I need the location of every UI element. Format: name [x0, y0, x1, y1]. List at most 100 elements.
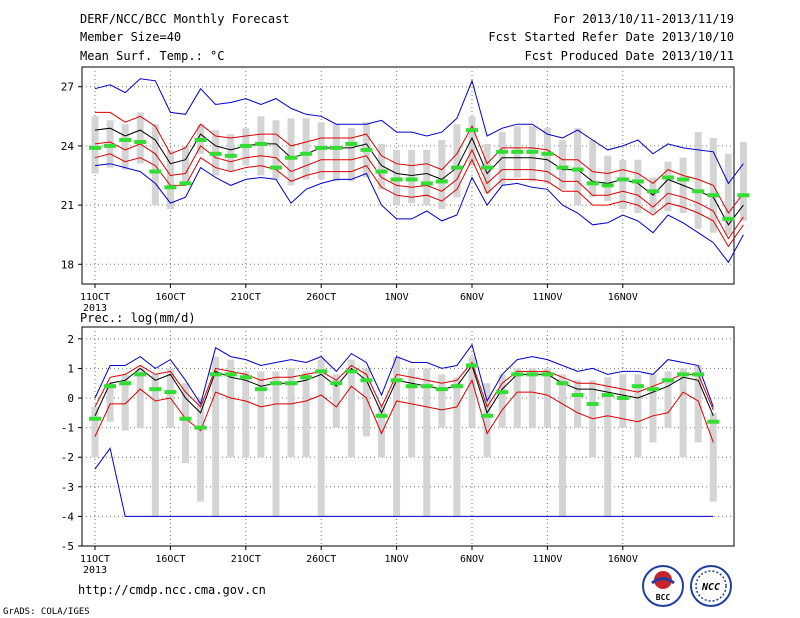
- spread-box: [664, 161, 672, 212]
- observation-marker: [616, 396, 629, 401]
- temperature-boxes: [91, 112, 747, 235]
- spread-box: [181, 145, 189, 182]
- spread-box: [604, 377, 612, 517]
- x-tick-label: 1NOV: [385, 292, 409, 303]
- observation-marker: [466, 128, 478, 133]
- spread-box: [121, 374, 129, 431]
- spread-box: [468, 356, 476, 428]
- spread-box: [574, 380, 582, 428]
- observation-marker: [360, 378, 373, 383]
- observation-marker: [345, 369, 358, 374]
- observation-marker: [149, 169, 162, 174]
- spread-box: [634, 159, 642, 213]
- spread-box: [649, 374, 657, 443]
- spread-box: [543, 368, 551, 428]
- observation-marker: [662, 175, 675, 180]
- observation-marker: [571, 393, 584, 398]
- observation-marker: [707, 193, 720, 198]
- observation-marker: [601, 183, 614, 188]
- grads-credit: GrADS: COLA/IGES: [3, 607, 90, 617]
- y-tick-label: -1: [61, 422, 74, 435]
- spread-box: [362, 368, 370, 437]
- header-right-start: Fcst Started Refer Date 2013/10/10: [488, 30, 734, 44]
- temperature-markers: [89, 128, 750, 221]
- ensemble-mean-line: [94, 364, 714, 417]
- observation-marker: [134, 372, 147, 377]
- spread-upper-line: [94, 361, 714, 411]
- observation-marker: [239, 375, 252, 380]
- spread-box: [302, 371, 310, 458]
- observation-marker: [194, 137, 207, 142]
- observation-marker: [285, 155, 298, 160]
- observation-marker: [586, 181, 599, 186]
- observation-marker: [541, 151, 554, 156]
- spread-box: [166, 149, 174, 210]
- spread-box: [619, 159, 627, 210]
- observation-marker: [119, 137, 132, 142]
- temperature-panel: 18 21 24 27 11OCT 16OCT 21OCT 26OCT 1NOV 6NOV 11N…: [61, 66, 750, 314]
- spread-box: [453, 124, 461, 198]
- observation-marker: [526, 149, 539, 154]
- observation-marker: [707, 419, 720, 424]
- observation-marker: [179, 416, 192, 421]
- spread-lower2-line: [94, 153, 744, 248]
- observation-marker: [631, 384, 644, 389]
- envelope-lower-line: [94, 447, 714, 517]
- y-tick-label: 0: [67, 392, 74, 405]
- spread-box: [408, 368, 416, 458]
- spread-upper-line: [95, 111, 744, 214]
- y-tick-label: -3: [61, 481, 74, 494]
- y-tick-label: 21: [61, 199, 74, 212]
- y-tick-label: -5: [61, 540, 74, 553]
- observation-marker: [601, 393, 614, 398]
- observation-marker: [209, 151, 222, 156]
- header-left-members: Member Size=40: [80, 30, 181, 44]
- spread-box: [634, 374, 642, 458]
- observation-marker: [134, 139, 147, 144]
- observation-marker: [285, 381, 298, 386]
- observation-marker: [149, 387, 162, 392]
- spread-box: [393, 356, 401, 517]
- x-tick-label: 26OCT: [306, 554, 336, 565]
- observation-marker: [209, 372, 222, 377]
- observation-marker: [119, 381, 132, 386]
- x-tick-label: 11NOV: [532, 554, 562, 565]
- y-tick-label: 27: [61, 81, 74, 94]
- bcc-logo: BCC: [642, 565, 684, 607]
- precip-boxes: [91, 356, 717, 517]
- spread-box: [332, 374, 340, 428]
- header-right-produced: Fcst Produced Date 2013/10/11: [524, 49, 734, 63]
- precip-frame: [81, 326, 735, 547]
- precip-x-axis: 11OCT 16OCT 21OCT 26OCT 1NOV 6NOV 11NOV 16NOV 20…: [80, 546, 638, 576]
- observation-marker: [435, 179, 448, 184]
- spread-box: [332, 124, 340, 182]
- x-tick-label: 16OCT: [155, 554, 185, 565]
- x-tick-label: 6NOV: [460, 292, 484, 303]
- spread-box: [513, 368, 521, 428]
- spread-box: [558, 139, 566, 190]
- x-tick-label: 21OCT: [231, 554, 261, 565]
- y-tick-label: 1: [67, 362, 74, 375]
- spread-box: [694, 132, 702, 229]
- y-tick-label: 24: [61, 140, 75, 153]
- spread-box: [724, 153, 732, 235]
- spread-box: [408, 149, 416, 204]
- observation-marker: [164, 185, 177, 190]
- observation-marker: [269, 165, 282, 170]
- observation-marker: [511, 149, 524, 154]
- spread-box: [181, 383, 189, 464]
- spread-box: [709, 412, 717, 502]
- observation-marker: [450, 384, 463, 389]
- observation-marker: [737, 193, 750, 198]
- observation-marker: [300, 375, 313, 380]
- ncc-logo-label: NCC: [701, 582, 720, 593]
- source-url[interactable]: http://cmdp.ncc.cma.gov.cn: [78, 583, 266, 597]
- spread-box: [423, 149, 431, 206]
- spread-box: [317, 359, 325, 517]
- observation-marker: [692, 189, 705, 194]
- y-tick-label: 18: [61, 258, 74, 271]
- observation-marker: [662, 378, 675, 383]
- observation-marker: [646, 387, 659, 392]
- observation-marker: [481, 165, 494, 170]
